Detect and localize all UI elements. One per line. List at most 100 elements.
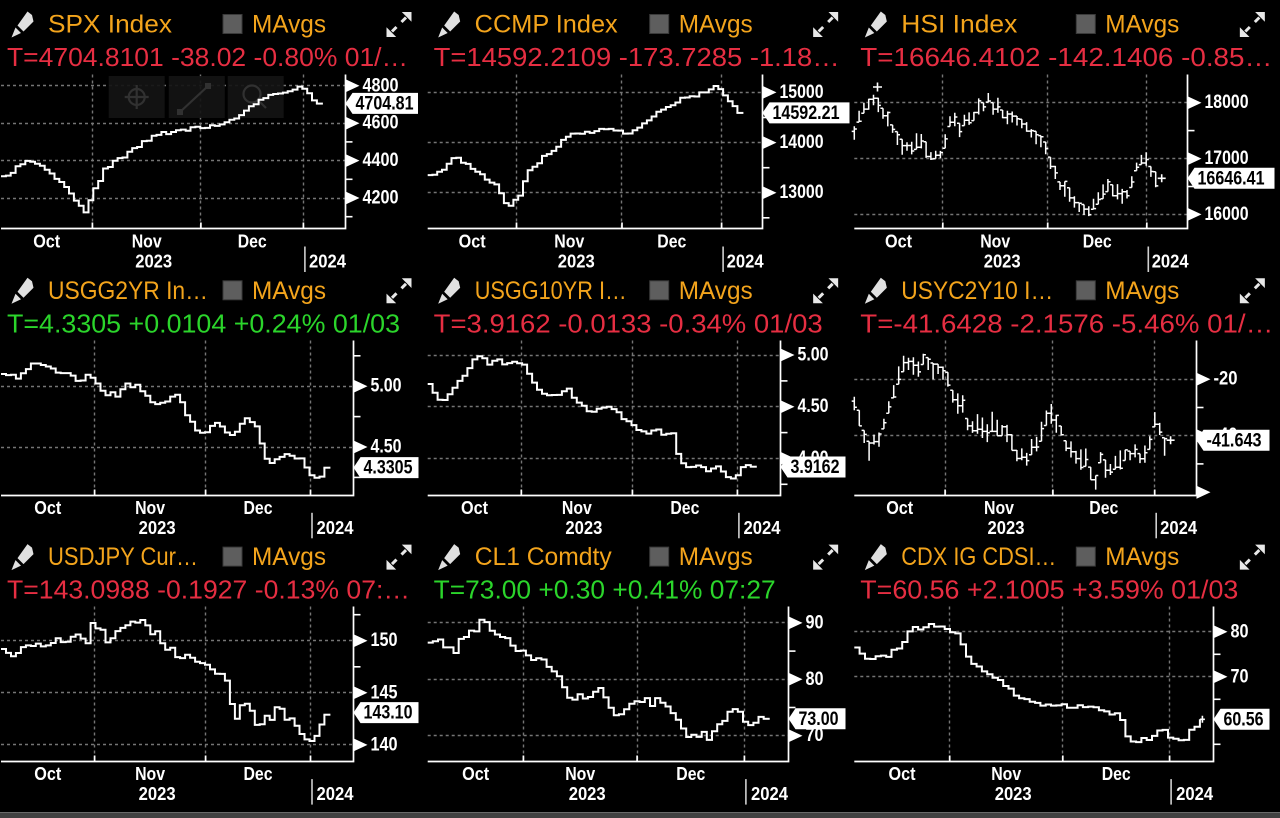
svg-text:Nov: Nov — [135, 764, 165, 784]
svg-text:Oct: Oct — [885, 232, 912, 252]
svg-text:14000: 14000 — [780, 132, 824, 153]
svg-text:T=3.9162 -0.0133 -0.34% 01/03: T=3.9162 -0.0133 -0.34% 01/03 — [434, 308, 823, 338]
svg-text:4200: 4200 — [363, 188, 399, 209]
svg-text:2024: 2024 — [1152, 252, 1189, 272]
svg-text:Nov: Nov — [565, 764, 595, 784]
svg-text:2023: 2023 — [139, 518, 176, 538]
svg-text:70: 70 — [806, 725, 824, 746]
svg-text:T=16646.4102 -142.1406 -0.85…: T=16646.4102 -142.1406 -0.85… — [860, 42, 1272, 72]
svg-text:Nov: Nov — [132, 232, 162, 252]
svg-text:Nov: Nov — [562, 498, 592, 518]
svg-text:2024: 2024 — [1160, 518, 1197, 538]
svg-text:MAvgs: MAvgs — [1105, 543, 1179, 571]
svg-text:Dec: Dec — [244, 498, 273, 518]
svg-text:Dec: Dec — [1089, 498, 1118, 518]
svg-text:14592.21: 14592.21 — [773, 103, 840, 124]
svg-text:USYC2Y10 I…: USYC2Y10 I… — [901, 277, 1053, 305]
svg-text:16000: 16000 — [1205, 204, 1249, 225]
svg-text:73.00: 73.00 — [799, 709, 839, 730]
svg-text:Nov: Nov — [984, 498, 1014, 518]
svg-text:Oct: Oct — [459, 232, 486, 252]
svg-text:-20: -20 — [1214, 369, 1238, 390]
svg-text:Oct: Oct — [889, 764, 916, 784]
svg-text:T=14592.2109 -173.7285 -1.18…: T=14592.2109 -173.7285 -1.18… — [434, 42, 840, 72]
svg-text:2024: 2024 — [1176, 784, 1213, 804]
svg-text:2023: 2023 — [988, 518, 1025, 538]
svg-text:MAvgs: MAvgs — [679, 277, 753, 305]
svg-text:Dec: Dec — [1083, 232, 1112, 252]
svg-text:18000: 18000 — [1205, 92, 1249, 113]
svg-text:5.00: 5.00 — [798, 345, 829, 366]
svg-text:MAvgs: MAvgs — [679, 11, 753, 39]
svg-text:USGG2YR In…: USGG2YR In… — [48, 277, 208, 305]
svg-text:Oct: Oct — [34, 764, 61, 784]
svg-text:90: 90 — [806, 612, 824, 633]
svg-text:4704.81: 4704.81 — [356, 93, 414, 114]
svg-text:2023: 2023 — [565, 518, 602, 538]
svg-text:T=60.56 +2.1005 +3.59% 01/03: T=60.56 +2.1005 +3.59% 01/03 — [860, 575, 1238, 605]
svg-text:MAvgs: MAvgs — [1105, 11, 1179, 39]
svg-text:Dec: Dec — [657, 232, 686, 252]
svg-text:CCMP Index: CCMP Index — [475, 11, 619, 39]
svg-text:2023: 2023 — [984, 252, 1021, 272]
svg-text:60.56: 60.56 — [1224, 709, 1264, 730]
svg-text:2023: 2023 — [569, 784, 606, 804]
svg-text:Nov: Nov — [135, 498, 165, 518]
svg-text:MAvgs: MAvgs — [1105, 277, 1179, 305]
svg-text:Oct: Oct — [33, 232, 60, 252]
svg-text:4600: 4600 — [363, 113, 399, 134]
svg-text:Oct: Oct — [462, 764, 489, 784]
svg-text:4.50: 4.50 — [371, 437, 402, 458]
svg-text:2024: 2024 — [744, 518, 781, 538]
svg-text:16646.41: 16646.41 — [1198, 168, 1265, 189]
svg-text:-41.643: -41.643 — [1207, 430, 1262, 451]
svg-text:143.10: 143.10 — [364, 703, 413, 724]
svg-text:80: 80 — [806, 669, 824, 690]
svg-text:T=4704.8101 -38.02 -0.80% 01/…: T=4704.8101 -38.02 -0.80% 01/… — [7, 42, 408, 72]
svg-text:MAvgs: MAvgs — [679, 543, 753, 571]
svg-text:2024: 2024 — [727, 252, 764, 272]
svg-text:Nov: Nov — [991, 764, 1021, 784]
svg-text:5.00: 5.00 — [371, 376, 402, 397]
svg-text:Dec: Dec — [244, 764, 273, 784]
svg-text:USGG10YR I…: USGG10YR I… — [475, 277, 627, 305]
svg-text:3.9162: 3.9162 — [791, 457, 840, 478]
svg-text:2024: 2024 — [317, 784, 354, 804]
svg-text:2023: 2023 — [995, 784, 1032, 804]
svg-text:Oct: Oct — [886, 498, 913, 518]
svg-text:145: 145 — [371, 682, 398, 703]
svg-text:4800: 4800 — [363, 75, 399, 96]
svg-text:Dec: Dec — [1102, 764, 1131, 784]
svg-text:T=4.3305 +0.0104 +0.24% 01/03: T=4.3305 +0.0104 +0.24% 01/03 — [7, 308, 400, 338]
svg-text:CL1 Comdty: CL1 Comdty — [475, 543, 612, 571]
svg-text:140: 140 — [371, 734, 398, 755]
svg-text:MAvgs: MAvgs — [252, 11, 326, 39]
svg-text:2023: 2023 — [558, 252, 595, 272]
svg-text:2023: 2023 — [135, 252, 172, 272]
svg-text:17000: 17000 — [1205, 148, 1249, 169]
svg-text:T=-41.6428 -2.1576 -5.46% 01/…: T=-41.6428 -2.1576 -5.46% 01/… — [860, 308, 1273, 338]
svg-text:2024: 2024 — [317, 518, 354, 538]
svg-text:150: 150 — [371, 630, 398, 651]
svg-text:Oct: Oct — [461, 498, 488, 518]
svg-text:Nov: Nov — [980, 232, 1010, 252]
svg-text:2024: 2024 — [309, 252, 346, 272]
svg-text:Dec: Dec — [670, 498, 699, 518]
svg-text:T=143.0988 -0.1927 -0.13% 07:…: T=143.0988 -0.1927 -0.13% 07:… — [7, 575, 410, 605]
svg-text:13000: 13000 — [780, 182, 824, 203]
svg-text:15000: 15000 — [780, 82, 824, 103]
svg-text:80: 80 — [1231, 621, 1249, 642]
svg-text:USDJPY Cur…: USDJPY Cur… — [48, 543, 198, 571]
svg-text:4.3305: 4.3305 — [364, 458, 413, 479]
svg-text:4400: 4400 — [363, 150, 399, 171]
svg-text:4.50: 4.50 — [798, 396, 829, 417]
svg-text:Oct: Oct — [34, 498, 61, 518]
svg-text:T=73.00 +0.30 +0.41% 07:27: T=73.00 +0.30 +0.41% 07:27 — [434, 575, 776, 605]
svg-text:CDX IG CDSI…: CDX IG CDSI… — [901, 543, 1056, 571]
svg-text:2024: 2024 — [751, 784, 788, 804]
svg-text:SPX Index: SPX Index — [48, 11, 173, 39]
svg-text:Dec: Dec — [676, 764, 705, 784]
svg-text:MAvgs: MAvgs — [252, 277, 326, 305]
svg-text:70: 70 — [1231, 666, 1249, 687]
svg-text:HSI Index: HSI Index — [901, 11, 1018, 39]
